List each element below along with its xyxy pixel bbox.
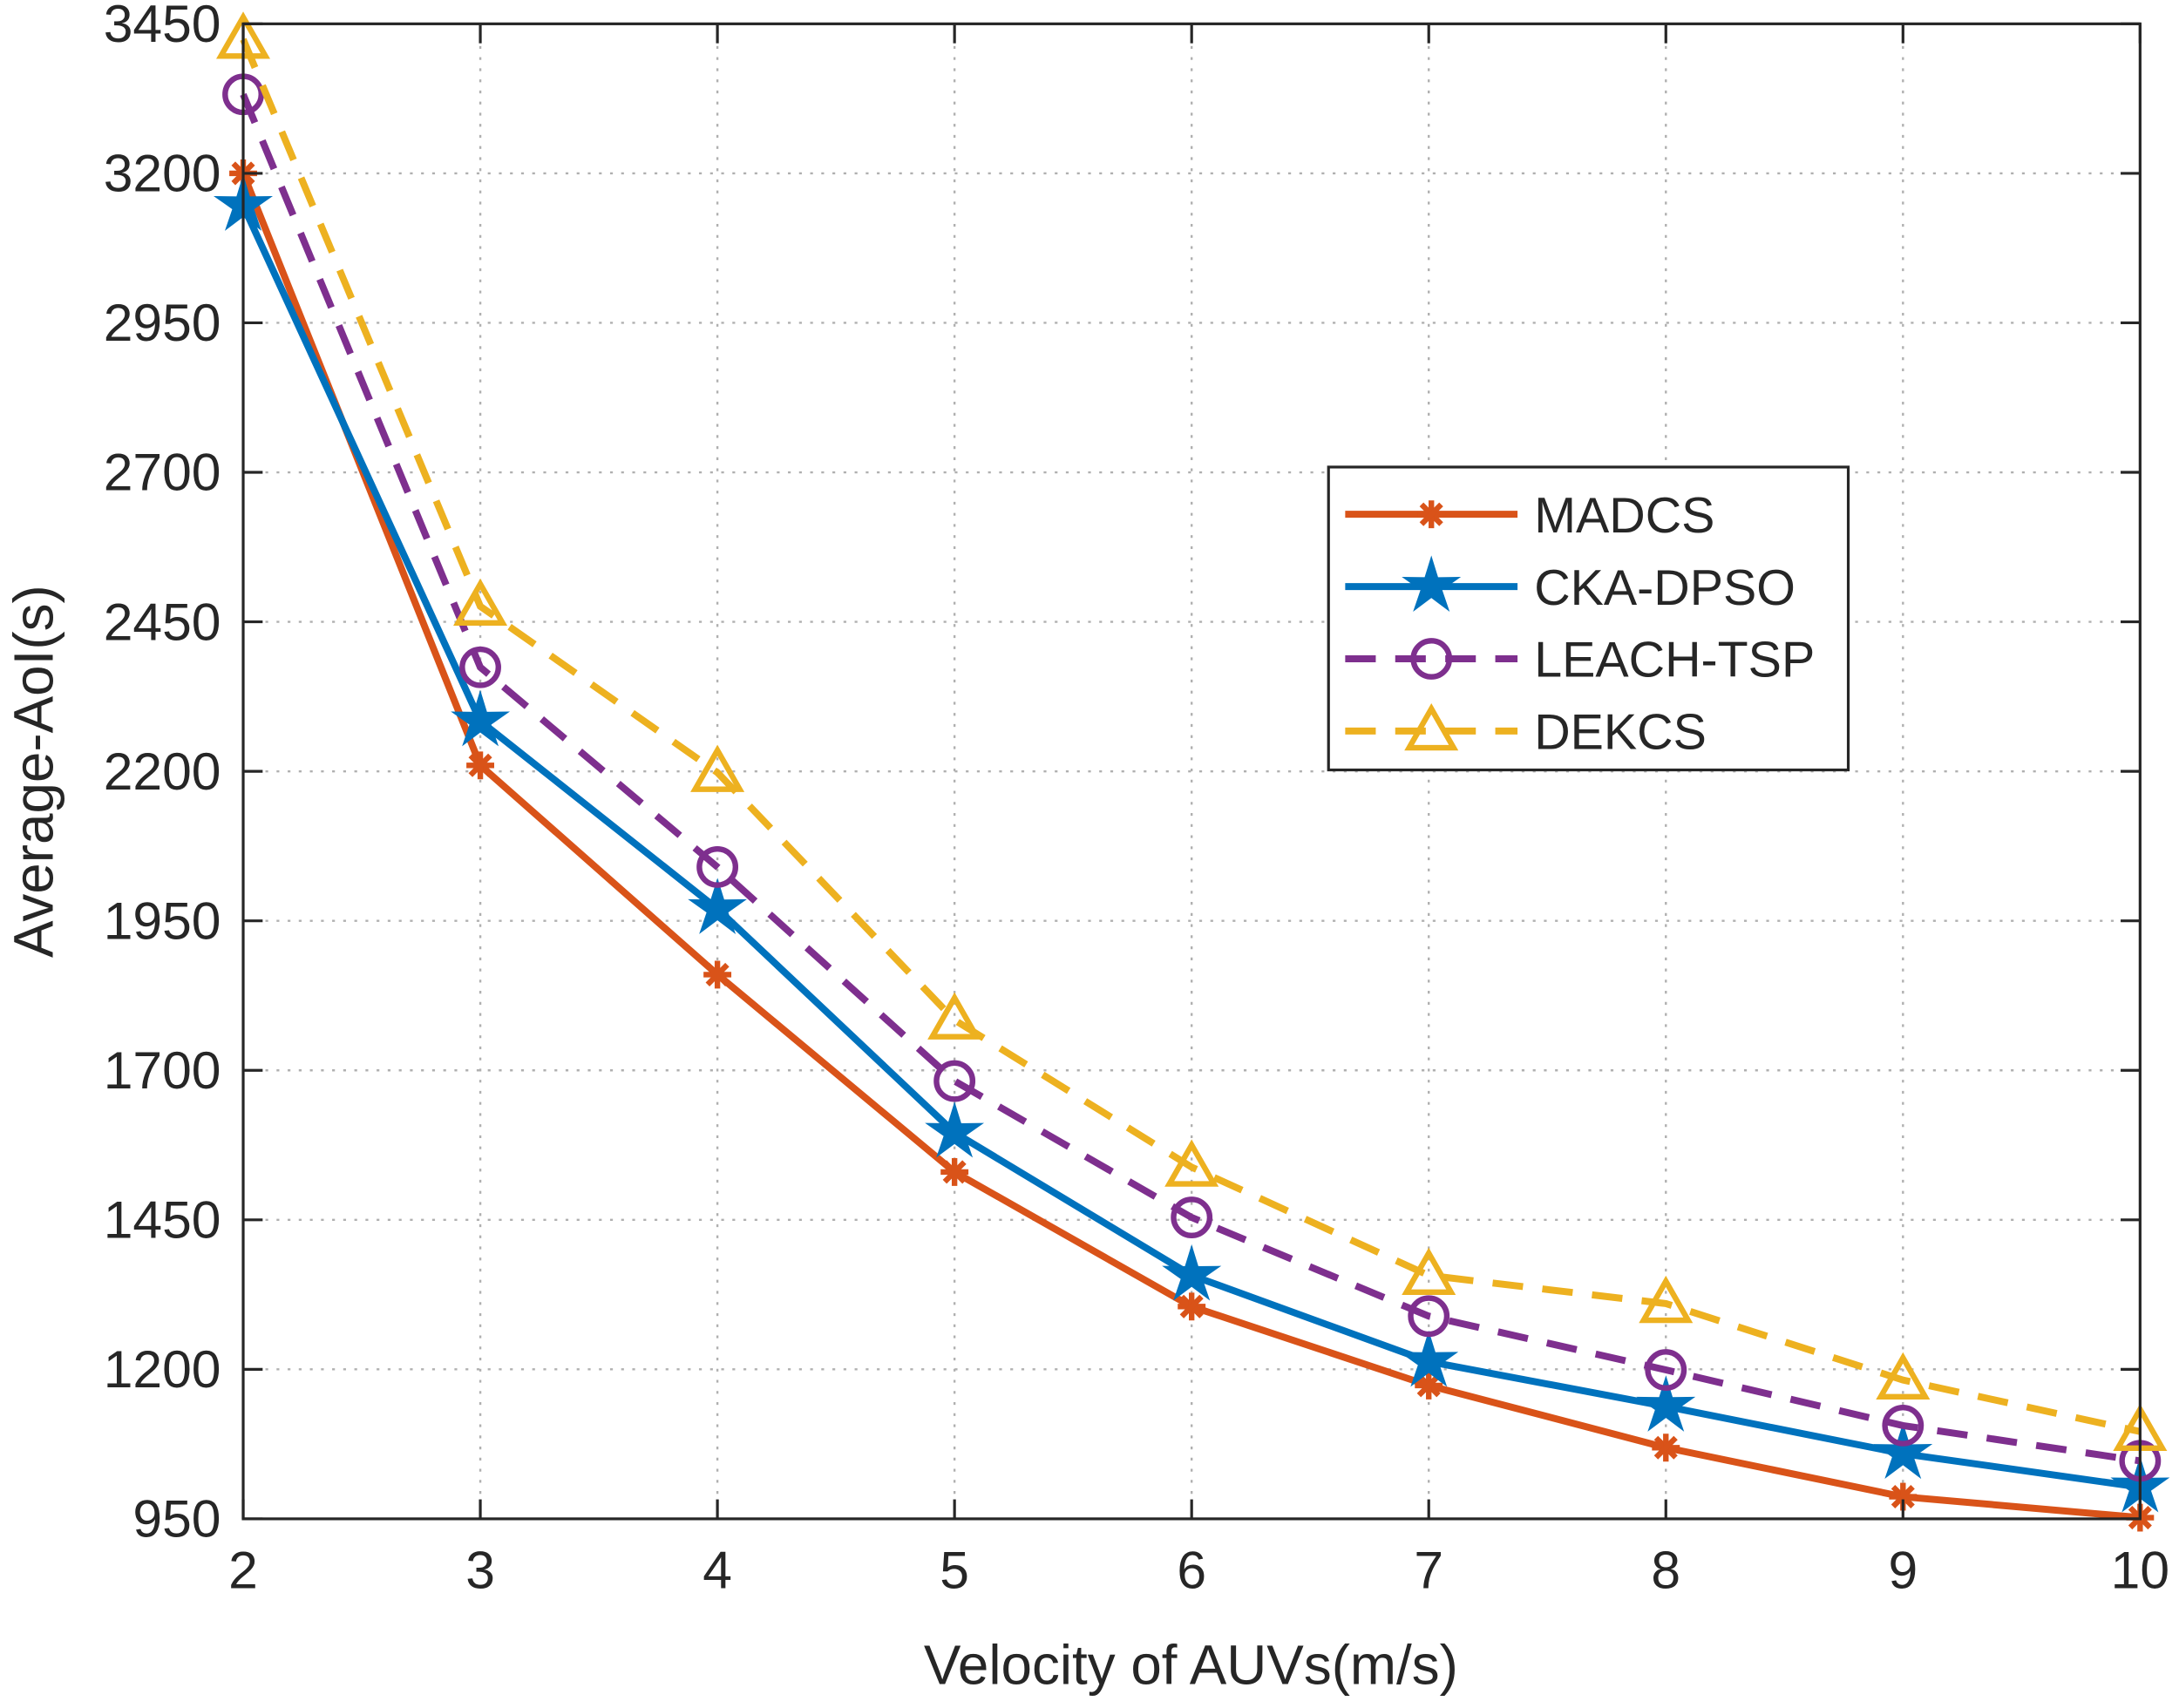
y-tick-label: 3200 <box>104 144 221 203</box>
asterisk-stroke <box>1419 502 1443 526</box>
y-tick-label: 2950 <box>104 293 221 352</box>
data-point-triangle <box>1164 1139 1219 1187</box>
data-point-circle <box>1645 1349 1687 1391</box>
data-point-asterisk <box>1415 1371 1443 1400</box>
data-point-star <box>1636 1375 1696 1432</box>
data-point-circle <box>1882 1404 1924 1447</box>
legend-label: LEACH-TSP <box>1534 633 1815 688</box>
legend-marker-asterisk <box>1417 500 1446 529</box>
data-point-star <box>1162 1244 1222 1301</box>
series-line <box>240 37 2142 1435</box>
ticks: 2 3 4 5 6 7 8 9 10 950 1200 1450 1700 1950 2200 2450 270… <box>104 0 2169 1600</box>
y-tick-label: 1200 <box>104 1339 221 1399</box>
asterisk-stroke <box>1416 1373 1441 1398</box>
asterisk-stroke <box>705 962 730 986</box>
data-point-triangle <box>927 992 982 1040</box>
data-point-circle <box>933 1060 976 1102</box>
x-tick-label: 3 <box>465 1541 495 1600</box>
data-point-star <box>925 1101 985 1158</box>
y-tick-label: 2700 <box>104 443 221 502</box>
x-tick-label: 9 <box>1888 1541 1918 1600</box>
data-point-circle <box>696 846 739 888</box>
asterisk-stroke <box>942 1160 967 1184</box>
x-axis-label: Velocity of AUVs(m/s) <box>924 1634 1458 1697</box>
legend-marker-circle <box>1410 638 1453 680</box>
y-tick-label: 2450 <box>104 592 221 651</box>
x-tick-label: 8 <box>1651 1541 1680 1600</box>
y-tick-label: 3450 <box>104 0 221 53</box>
x-tick-label: 4 <box>703 1541 732 1600</box>
series-line <box>240 92 2141 1465</box>
y-tick-label: 1450 <box>104 1190 221 1250</box>
x-tick-label: 7 <box>1414 1541 1443 1600</box>
data-point-circle <box>459 646 501 688</box>
legend-item: DEKCS <box>1345 702 1707 761</box>
legend-label: DEKCS <box>1534 705 1707 761</box>
data-point-star <box>1399 1330 1459 1387</box>
x-tick-label: 6 <box>1177 1541 1206 1600</box>
x-tick-label: 2 <box>228 1541 258 1600</box>
legend-label: CKA-DPSO <box>1534 560 1795 616</box>
y-tick-label: 1700 <box>104 1040 221 1100</box>
legend-item: MADCS <box>1345 488 1714 544</box>
legend-marker-star <box>1402 555 1462 613</box>
data-point-triangle <box>690 744 745 792</box>
data-point-asterisk <box>1178 1292 1206 1321</box>
series-dekcs <box>216 11 2168 1452</box>
data-point-star <box>451 689 511 747</box>
data-point-circle <box>1408 1295 1450 1338</box>
data-point-circle <box>1171 1196 1213 1238</box>
data-point-asterisk <box>703 960 732 989</box>
x-tick-label: 10 <box>2111 1541 2169 1600</box>
data-point-asterisk <box>1652 1434 1680 1462</box>
data-point-triangle <box>1402 1247 1456 1295</box>
legend: MADCS CKA-DPSO LEACH-TSP DEKCS <box>1327 465 1850 772</box>
y-tick-label: 2200 <box>104 742 221 801</box>
asterisk-stroke <box>1179 1294 1204 1318</box>
y-tick-label: 950 <box>132 1489 221 1549</box>
legend-marker-triangle <box>1404 702 1459 751</box>
data-point-star <box>688 878 747 934</box>
series-layer <box>214 11 2170 1532</box>
data-point-triangle <box>453 578 508 627</box>
x-tick-label: 5 <box>940 1541 969 1600</box>
asterisk-stroke <box>1653 1435 1678 1460</box>
y-tick-label: 1950 <box>104 891 221 950</box>
legend-item: LEACH-TSP <box>1345 633 1815 688</box>
data-point-triangle <box>1876 1352 1931 1400</box>
data-point-star <box>1873 1422 1933 1480</box>
data-point-asterisk <box>466 751 495 780</box>
asterisk-stroke <box>468 753 492 777</box>
legend-label: MADCS <box>1534 488 1714 544</box>
data-point-triangle <box>1639 1275 1694 1324</box>
data-point-asterisk <box>940 1157 969 1186</box>
asterisk-stroke <box>1891 1484 1915 1509</box>
y-axis-label: Average-AoI(s) <box>3 585 65 958</box>
legend-item: CKA-DPSO <box>1345 555 1795 616</box>
